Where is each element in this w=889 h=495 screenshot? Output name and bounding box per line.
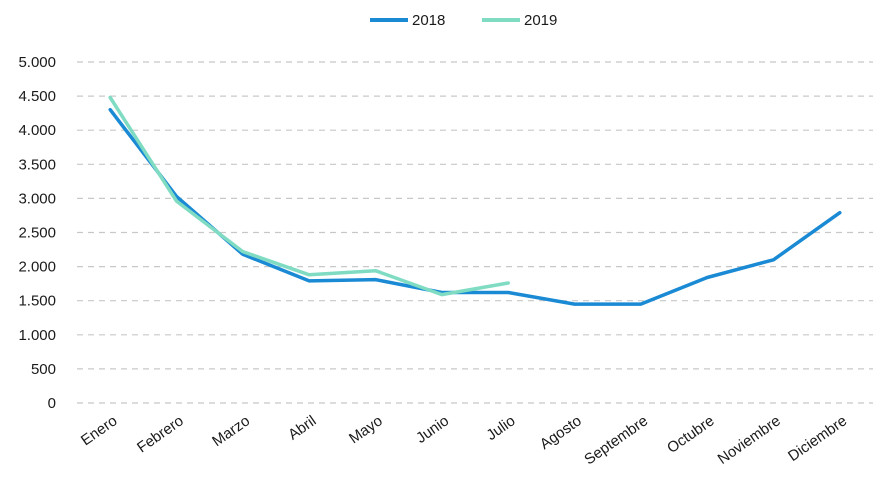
x-tick-label: Julio bbox=[483, 412, 518, 444]
y-tick-label: 3.000 bbox=[18, 190, 56, 207]
x-axis: Enero Febrero Marzo Abril Mayo Junio Julio Agos… bbox=[78, 412, 850, 468]
x-tick-label: Abril bbox=[285, 412, 319, 443]
legend-label: 2018 bbox=[412, 12, 445, 29]
x-tick-label: Marzo bbox=[209, 412, 253, 450]
series-line-2019 bbox=[108, 95, 510, 297]
y-tick-label: 1.000 bbox=[18, 327, 56, 344]
y-tick-label: 4.500 bbox=[18, 88, 56, 105]
y-tick-label: 3.500 bbox=[18, 156, 56, 173]
x-tick-label: Diciembre bbox=[785, 412, 850, 465]
y-tick-label: 2.500 bbox=[18, 225, 56, 242]
x-tick-label: Septembre bbox=[581, 412, 651, 468]
gridlines bbox=[77, 61, 873, 404]
legend: 2018 2019 bbox=[370, 12, 557, 29]
x-tick-label: Agosto bbox=[537, 412, 585, 453]
series-lines bbox=[108, 95, 842, 306]
x-tick-label: Octubre bbox=[664, 412, 717, 457]
legend-label: 2019 bbox=[524, 12, 557, 29]
y-tick-label: 0 bbox=[48, 395, 56, 412]
series-line-2018 bbox=[108, 107, 842, 306]
x-tick-label: Mayo bbox=[346, 412, 386, 447]
y-tick-label: 5.000 bbox=[18, 54, 56, 71]
x-tick-label: Febrero bbox=[134, 412, 187, 456]
y-tick-label: 4.000 bbox=[18, 122, 56, 139]
y-tick-label: 500 bbox=[31, 361, 56, 378]
y-axis: 0 500 1.000 1.500 2.000 2.500 3.000 3.500 4.000 4… bbox=[18, 54, 56, 412]
y-tick-label: 1.500 bbox=[18, 293, 56, 310]
x-tick-label: Noviembre bbox=[715, 412, 784, 468]
x-tick-label: Junio bbox=[413, 412, 452, 446]
x-tick-label: Enero bbox=[78, 412, 121, 449]
y-tick-label: 2.000 bbox=[18, 259, 56, 276]
